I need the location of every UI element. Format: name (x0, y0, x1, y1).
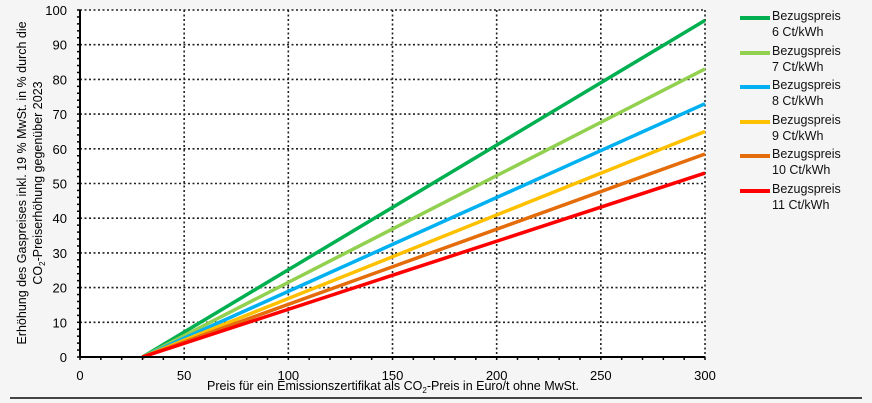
y-tick-label: 10 (53, 315, 67, 330)
y-tick-label: 90 (53, 38, 67, 53)
x-axis-label: Preis für ein Emissionszertifikat als CO… (207, 379, 579, 395)
y-tick-labels: 0 10 20 30 40 50 60 70 80 90 100 (45, 3, 67, 365)
series-line (141, 129, 706, 359)
x-tick-label: 50 (177, 368, 191, 383)
legend-label: Bezugspreis 9 Ct/kWh (772, 112, 841, 143)
legend-swatch (740, 16, 770, 20)
axes (77, 9, 706, 360)
legend-label: Bezugspreis 10 Ct/kWh (772, 147, 841, 177)
legend-label: Bezugspreis 8 Ct/kWh (772, 78, 841, 108)
series-line (141, 18, 706, 359)
chart-legend: Bezugspreis 6 Ct/kWh Bezugspreis 7 Ct/kWh Be… (740, 8, 870, 215)
series-line (141, 171, 706, 359)
legend-item: Bezugspreis 11 Ct/kWh (740, 181, 870, 216)
x-tick-label: 100 (277, 368, 299, 383)
x-tick-label: 250 (590, 368, 612, 383)
y-axis-label: Erhöhung des Gaspreises inkl. 19 % MwSt.… (15, 21, 47, 344)
y-tick-label: 30 (53, 246, 67, 261)
legend-swatch (740, 50, 770, 55)
legend-label: Bezugspreis 11 Ct/kWh (772, 181, 841, 212)
series-lines (141, 18, 706, 359)
x-tick-label: 300 (694, 368, 716, 383)
x-tick-label: 200 (486, 368, 508, 383)
series-line (141, 152, 706, 359)
x-tick-label: 0 (76, 368, 83, 383)
legend-swatch (740, 119, 770, 124)
legend-item: Bezugspreis 6 Ct/kWh (740, 8, 870, 43)
series-line (141, 67, 706, 359)
svg-text:CO2-Preiserhöhung gegenüber 20: CO2-Preiserhöhung gegenüber 2023 (31, 81, 47, 284)
legend-item: Bezugspreis 9 Ct/kWh (740, 112, 870, 147)
y-tick-label: 60 (53, 142, 67, 157)
y-tick-label: 20 (53, 281, 67, 296)
divider (10, 397, 862, 399)
legend-swatch (740, 188, 770, 193)
legend-item: Bezugspreis 10 Ct/kWh (740, 146, 870, 181)
y-tick-label: 70 (53, 107, 67, 122)
y-tick-label: 0 (60, 350, 67, 365)
y-tick-label: 40 (53, 211, 67, 226)
legend-label: Bezugspreis 6 Ct/kWh (772, 9, 841, 39)
y-tick-label: 80 (53, 72, 67, 87)
y-tick-label: 50 (53, 177, 67, 192)
legend-swatch (740, 154, 770, 158)
x-tick-labels: 0 50 100 150 200 250 300 (76, 368, 715, 383)
legend-item: Bezugspreis 8 Ct/kWh (740, 77, 870, 112)
svg-text:Erhöhung des Gaspreises inkl.: Erhöhung des Gaspreises inkl. 19 % MwSt.… (15, 21, 29, 344)
legend-item: Bezugspreis 7 Ct/kWh (740, 43, 870, 78)
series-line (141, 102, 706, 359)
legend-label: Bezugspreis 7 Ct/kWh (772, 43, 841, 74)
x-tick-label: 150 (382, 368, 404, 383)
legend-swatch (740, 85, 770, 89)
y-tick-label: 100 (45, 3, 67, 18)
